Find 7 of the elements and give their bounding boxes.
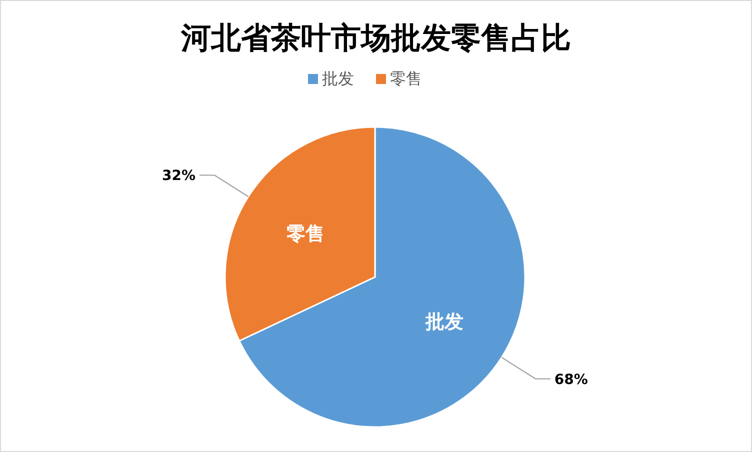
legend-label: 零售 xyxy=(390,69,422,88)
chart-title: 河北省茶叶市场批发零售占比 xyxy=(180,21,571,56)
legend-label: 批发 xyxy=(322,69,354,88)
data-label: 68% xyxy=(554,372,588,388)
slice-label: 零售 xyxy=(286,222,324,245)
data-label: 32% xyxy=(162,168,196,184)
slice-label: 批发 xyxy=(424,311,464,334)
